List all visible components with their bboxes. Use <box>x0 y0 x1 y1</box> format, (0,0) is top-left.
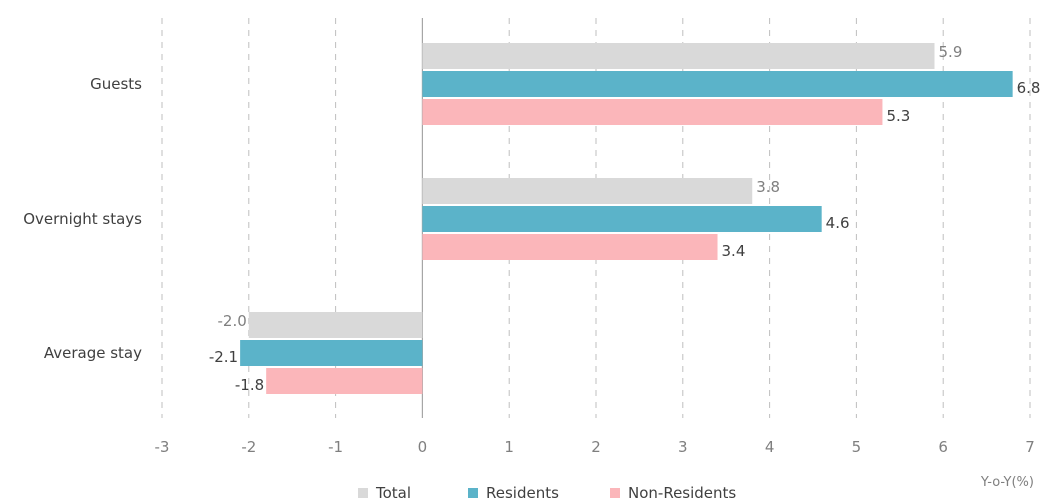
bar-total <box>248 312 423 338</box>
bar-non-residents <box>422 234 718 260</box>
x-tick-label: 3 <box>678 438 688 456</box>
category-labels: Guests Overnight stays Average stay <box>23 75 142 362</box>
data-label: 3.8 <box>756 178 780 196</box>
bar-residents <box>240 340 423 366</box>
data-label: 6.8 <box>1017 79 1041 97</box>
legend-entry: Residents <box>486 484 559 502</box>
legend: Total Residents Non-Residents <box>358 484 736 502</box>
x-tick-labels: -3 -2 -1 0 1 2 3 4 5 6 7 <box>155 438 1035 456</box>
category-label: Guests <box>90 75 142 93</box>
bar-residents <box>422 71 1013 97</box>
data-label: 4.6 <box>826 214 850 232</box>
legend-swatch <box>358 488 368 498</box>
data-label: -1.8 <box>235 376 264 394</box>
bar-total <box>422 178 753 204</box>
legend-swatch <box>468 488 478 498</box>
x-tick-label: -2 <box>241 438 256 456</box>
data-label: 5.3 <box>886 107 910 125</box>
category-label: Overnight stays <box>23 210 142 228</box>
data-label: -2.0 <box>218 312 247 330</box>
legend-entry: Non-Residents <box>628 484 736 502</box>
bar-non-residents <box>266 368 423 394</box>
x-tick-label: 6 <box>938 438 948 456</box>
x-tick-label: -3 <box>155 438 170 456</box>
bar-total <box>422 43 935 69</box>
x-tick-label: 0 <box>418 438 428 456</box>
legend-entry: Total <box>375 484 411 502</box>
bar-non-residents <box>422 99 883 125</box>
category-label: Average stay <box>44 344 142 362</box>
bar-residents <box>422 206 822 232</box>
x-tick-label: 1 <box>504 438 514 456</box>
x-tick-label: 7 <box>1025 438 1035 456</box>
x-tick-label: 4 <box>765 438 775 456</box>
x-tick-label: 2 <box>591 438 601 456</box>
data-label: 5.9 <box>939 43 963 61</box>
data-labels: 5.9 6.8 5.3 3.8 4.6 3.4 -2.0 -2.1 -1.8 <box>209 43 1041 394</box>
legend-swatch <box>610 488 620 498</box>
x-axis-unit-label: Y-o-Y(%) <box>980 475 1034 490</box>
bars <box>240 43 1013 394</box>
x-tick-label: -1 <box>328 438 343 456</box>
x-tick-label: 5 <box>852 438 862 456</box>
data-label: 3.4 <box>722 242 746 260</box>
data-label: -2.1 <box>209 348 238 366</box>
